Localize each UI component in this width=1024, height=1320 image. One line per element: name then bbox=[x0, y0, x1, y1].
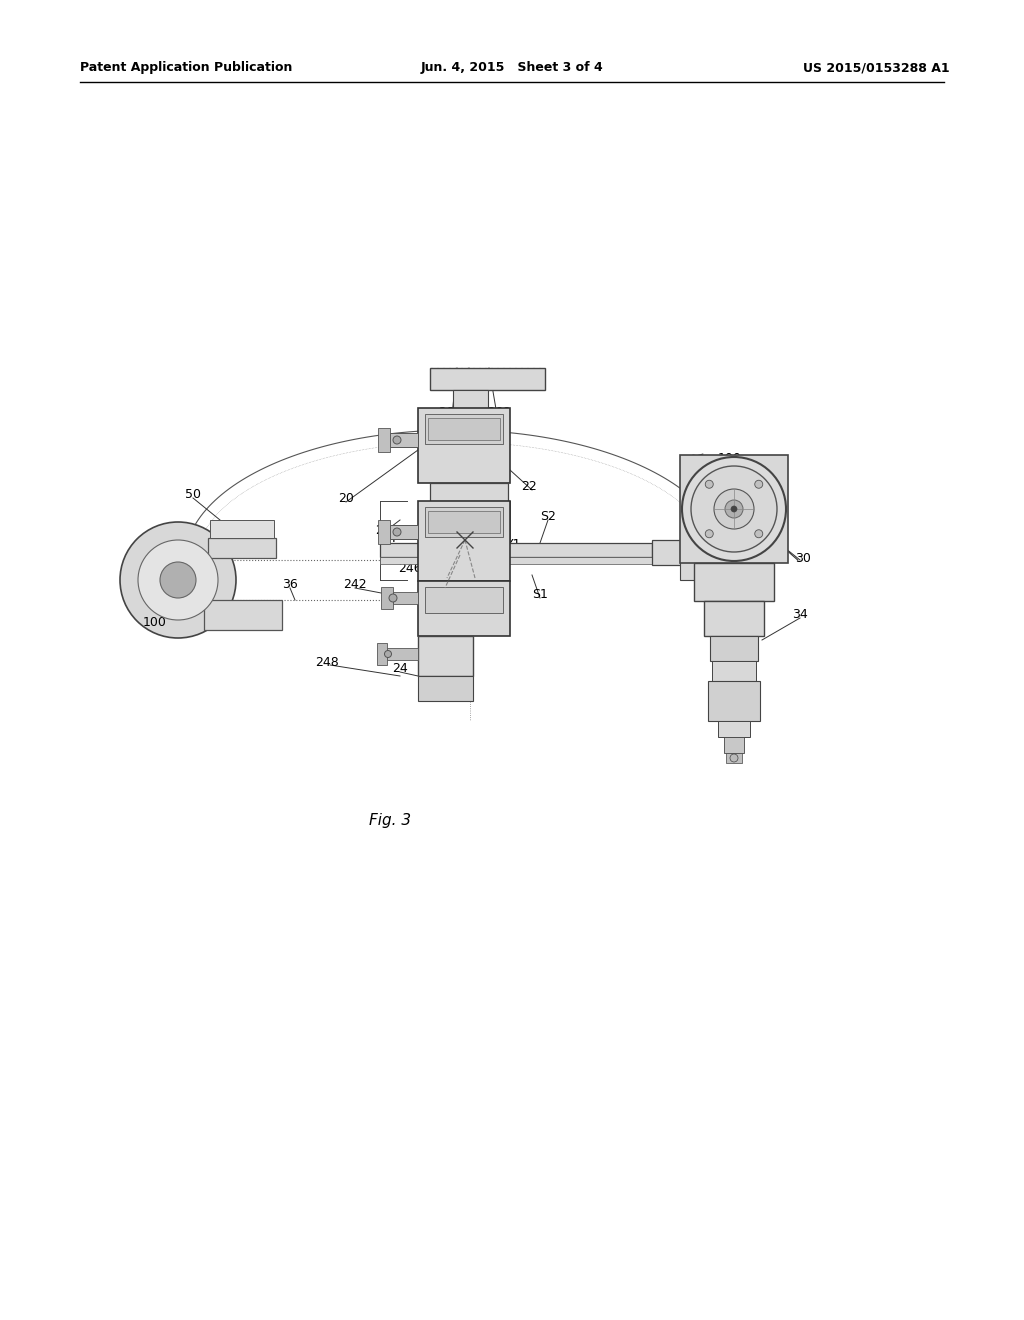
Circle shape bbox=[706, 480, 714, 488]
Bar bbox=[380, 557, 652, 564]
Bar bbox=[418, 636, 473, 676]
Text: 246: 246 bbox=[398, 561, 422, 574]
Bar bbox=[708, 681, 760, 721]
Text: Patent Application Publication: Patent Application Publication bbox=[80, 62, 293, 74]
Text: 266: 266 bbox=[414, 532, 434, 543]
Bar bbox=[430, 483, 508, 502]
Circle shape bbox=[725, 500, 743, 517]
Text: Y2: Y2 bbox=[493, 491, 508, 504]
Bar bbox=[380, 543, 652, 557]
Text: Y: Y bbox=[390, 532, 397, 544]
Circle shape bbox=[384, 651, 391, 657]
Text: Jun. 4, 2015   Sheet 3 of 4: Jun. 4, 2015 Sheet 3 of 4 bbox=[421, 62, 603, 74]
Text: 244: 244 bbox=[446, 672, 470, 685]
Circle shape bbox=[160, 562, 196, 598]
Bar bbox=[724, 737, 744, 752]
Circle shape bbox=[691, 466, 777, 552]
Bar bbox=[425, 507, 503, 537]
Circle shape bbox=[389, 594, 397, 602]
Bar bbox=[428, 418, 500, 440]
Bar bbox=[390, 525, 418, 539]
Text: 20: 20 bbox=[338, 492, 354, 506]
Circle shape bbox=[120, 521, 236, 638]
Text: Fig. 3: Fig. 3 bbox=[369, 813, 411, 828]
Text: Y1: Y1 bbox=[506, 539, 522, 552]
Circle shape bbox=[682, 457, 786, 561]
Bar bbox=[378, 520, 390, 544]
Bar bbox=[712, 661, 756, 681]
Bar bbox=[390, 433, 418, 447]
Text: 36: 36 bbox=[283, 578, 298, 591]
Circle shape bbox=[755, 480, 763, 488]
Circle shape bbox=[731, 506, 737, 512]
Text: 100: 100 bbox=[718, 453, 742, 466]
Text: S1: S1 bbox=[532, 589, 548, 602]
Bar bbox=[210, 520, 274, 539]
Bar bbox=[726, 752, 742, 763]
Bar bbox=[393, 591, 418, 605]
Bar bbox=[694, 564, 774, 601]
Bar bbox=[705, 601, 764, 636]
Bar bbox=[718, 721, 750, 737]
Bar bbox=[204, 601, 282, 630]
Circle shape bbox=[755, 529, 763, 537]
Bar bbox=[418, 408, 510, 483]
Text: US 2015/0153288 A1: US 2015/0153288 A1 bbox=[804, 62, 950, 74]
Text: 22: 22 bbox=[521, 480, 537, 494]
Text: 26: 26 bbox=[375, 524, 391, 536]
Text: X: X bbox=[454, 503, 462, 516]
Text: 262: 262 bbox=[438, 405, 462, 418]
Circle shape bbox=[393, 436, 401, 444]
Circle shape bbox=[714, 488, 754, 529]
Text: 100: 100 bbox=[143, 615, 167, 628]
Bar bbox=[418, 676, 473, 701]
Bar bbox=[377, 643, 387, 665]
Bar bbox=[208, 539, 276, 558]
Bar bbox=[680, 455, 788, 564]
Text: 24: 24 bbox=[392, 663, 408, 676]
Text: S2: S2 bbox=[540, 511, 556, 524]
Circle shape bbox=[706, 529, 714, 537]
Circle shape bbox=[393, 528, 401, 536]
Bar bbox=[418, 581, 510, 636]
Text: 36: 36 bbox=[742, 469, 758, 482]
Text: 242: 242 bbox=[343, 578, 367, 591]
Circle shape bbox=[138, 540, 218, 620]
Bar bbox=[378, 428, 390, 451]
Bar bbox=[652, 540, 694, 565]
Bar bbox=[430, 368, 545, 389]
Bar bbox=[680, 525, 696, 579]
Bar bbox=[418, 502, 510, 581]
Text: 30: 30 bbox=[795, 552, 811, 565]
Text: 268: 268 bbox=[487, 405, 511, 418]
Bar bbox=[710, 636, 758, 661]
Bar bbox=[387, 648, 418, 660]
Text: 34: 34 bbox=[793, 609, 808, 622]
Text: 264: 264 bbox=[460, 401, 483, 414]
Bar bbox=[425, 587, 503, 612]
Circle shape bbox=[730, 754, 738, 762]
Bar bbox=[453, 389, 488, 408]
Bar bbox=[381, 587, 393, 609]
Bar bbox=[428, 511, 500, 533]
Text: 50: 50 bbox=[185, 488, 201, 502]
Bar bbox=[425, 414, 503, 444]
Text: 248: 248 bbox=[315, 656, 339, 669]
